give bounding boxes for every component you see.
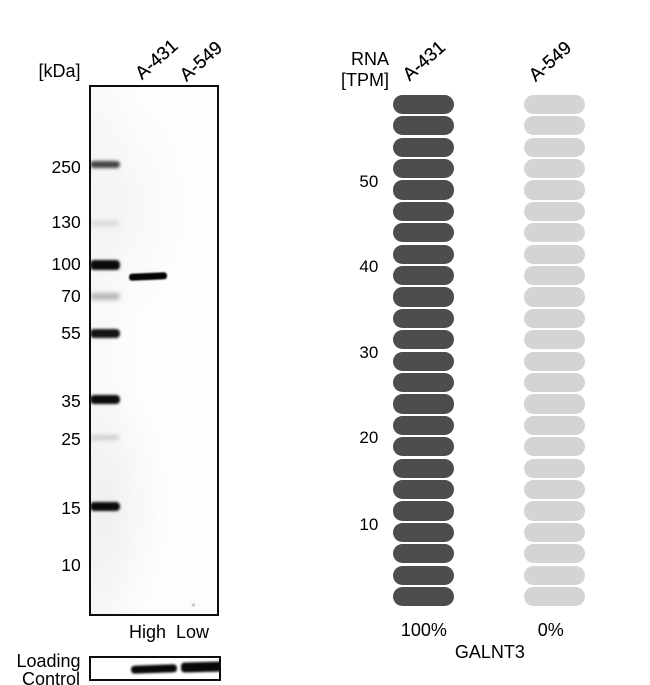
svg-text:A-549: A-549 [524,37,575,85]
svg-text:A-431: A-431 [398,36,449,84]
svg-text:A-431: A-431 [131,35,182,83]
svg-text:A-549: A-549 [175,37,226,85]
